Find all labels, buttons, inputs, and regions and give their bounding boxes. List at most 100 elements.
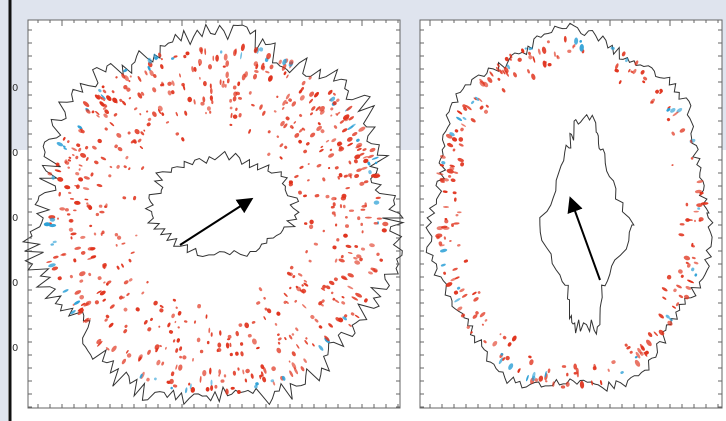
red-patch xyxy=(300,366,305,372)
red-patch xyxy=(279,156,283,160)
red-patch xyxy=(183,54,187,59)
red-patch xyxy=(288,360,291,363)
red-patch xyxy=(204,48,207,56)
red-patch xyxy=(60,253,66,256)
red-patch xyxy=(146,377,150,382)
red-patch xyxy=(444,217,448,221)
red-patch xyxy=(444,219,449,224)
red-patch xyxy=(360,222,364,226)
red-patch xyxy=(238,323,243,327)
blue-patch xyxy=(500,352,504,356)
red-patch xyxy=(153,74,157,78)
red-patch xyxy=(341,296,345,299)
red-patch xyxy=(121,263,124,268)
red-patch xyxy=(343,174,348,178)
red-patch xyxy=(167,322,171,328)
red-patch xyxy=(177,311,182,316)
red-patch xyxy=(182,355,187,360)
blue-patch xyxy=(620,371,624,374)
red-patch xyxy=(146,281,149,284)
red-patch xyxy=(244,378,248,383)
red-patch xyxy=(356,147,362,151)
blue-patch xyxy=(676,107,683,113)
red-patch xyxy=(101,96,106,102)
red-patch xyxy=(310,314,315,320)
red-patch xyxy=(74,290,82,295)
red-patch xyxy=(301,80,306,86)
red-patch xyxy=(292,275,296,279)
red-patch xyxy=(666,274,672,280)
red-patch xyxy=(305,337,308,340)
red-patch xyxy=(237,367,240,371)
red-patch xyxy=(248,91,252,95)
red-patch xyxy=(209,87,213,95)
red-patch xyxy=(235,351,239,356)
shapes xyxy=(21,20,722,408)
red-patch xyxy=(466,325,470,329)
red-patch xyxy=(304,222,308,225)
red-patch xyxy=(573,363,578,370)
red-patch xyxy=(459,288,465,293)
red-patch xyxy=(454,129,459,133)
red-patch xyxy=(356,254,362,259)
red-patch xyxy=(309,91,315,97)
red-patch xyxy=(289,370,294,378)
red-patch xyxy=(159,308,164,313)
red-patch xyxy=(181,137,185,142)
red-patch xyxy=(691,256,696,260)
blue-patch xyxy=(544,370,547,378)
red-patch xyxy=(342,204,346,209)
red-patch xyxy=(82,101,90,108)
red-patch xyxy=(646,339,652,347)
blue-patch xyxy=(441,161,446,165)
red-patch xyxy=(446,168,454,174)
red-patch xyxy=(330,291,334,295)
red-patch xyxy=(105,203,108,208)
red-patch xyxy=(113,113,118,117)
red-patch xyxy=(347,273,354,278)
red-patch xyxy=(347,142,354,147)
red-patch xyxy=(485,104,489,108)
red-patch xyxy=(354,154,361,160)
red-patch xyxy=(134,128,140,135)
red-patch xyxy=(206,106,211,111)
red-patch xyxy=(370,267,376,271)
red-patch xyxy=(108,322,114,328)
red-patch xyxy=(678,269,683,274)
red-patch xyxy=(123,307,128,312)
red-patch xyxy=(157,52,162,58)
red-patch xyxy=(693,261,699,265)
red-patch xyxy=(470,331,473,334)
red-patch xyxy=(311,106,316,111)
red-patch xyxy=(150,317,153,321)
red-patch xyxy=(289,265,294,270)
red-patch xyxy=(241,73,246,81)
red-patch xyxy=(91,110,95,114)
red-patch xyxy=(103,103,108,108)
red-patch xyxy=(484,319,488,322)
blue-patch xyxy=(666,107,671,112)
red-patch xyxy=(296,344,300,349)
blue-patch xyxy=(454,298,461,303)
red-patch xyxy=(315,106,321,112)
red-patch xyxy=(615,63,619,70)
red-patch xyxy=(143,129,146,132)
red-patch xyxy=(83,176,90,180)
red-patch xyxy=(354,260,361,265)
blue-patch xyxy=(259,47,264,52)
red-patch xyxy=(253,73,257,80)
red-patch xyxy=(209,110,212,114)
red-patch xyxy=(277,337,282,341)
blue-patch xyxy=(270,379,275,383)
red-patch xyxy=(167,90,172,96)
red-patch xyxy=(529,359,534,366)
red-patch xyxy=(141,166,145,170)
red-patch xyxy=(126,87,131,92)
red-patch xyxy=(358,126,366,132)
red-patch xyxy=(298,273,303,277)
blue-patch xyxy=(100,94,106,100)
red-patch xyxy=(291,362,297,370)
red-patch xyxy=(313,242,319,246)
red-patch xyxy=(353,159,358,164)
red-patch xyxy=(643,76,648,81)
